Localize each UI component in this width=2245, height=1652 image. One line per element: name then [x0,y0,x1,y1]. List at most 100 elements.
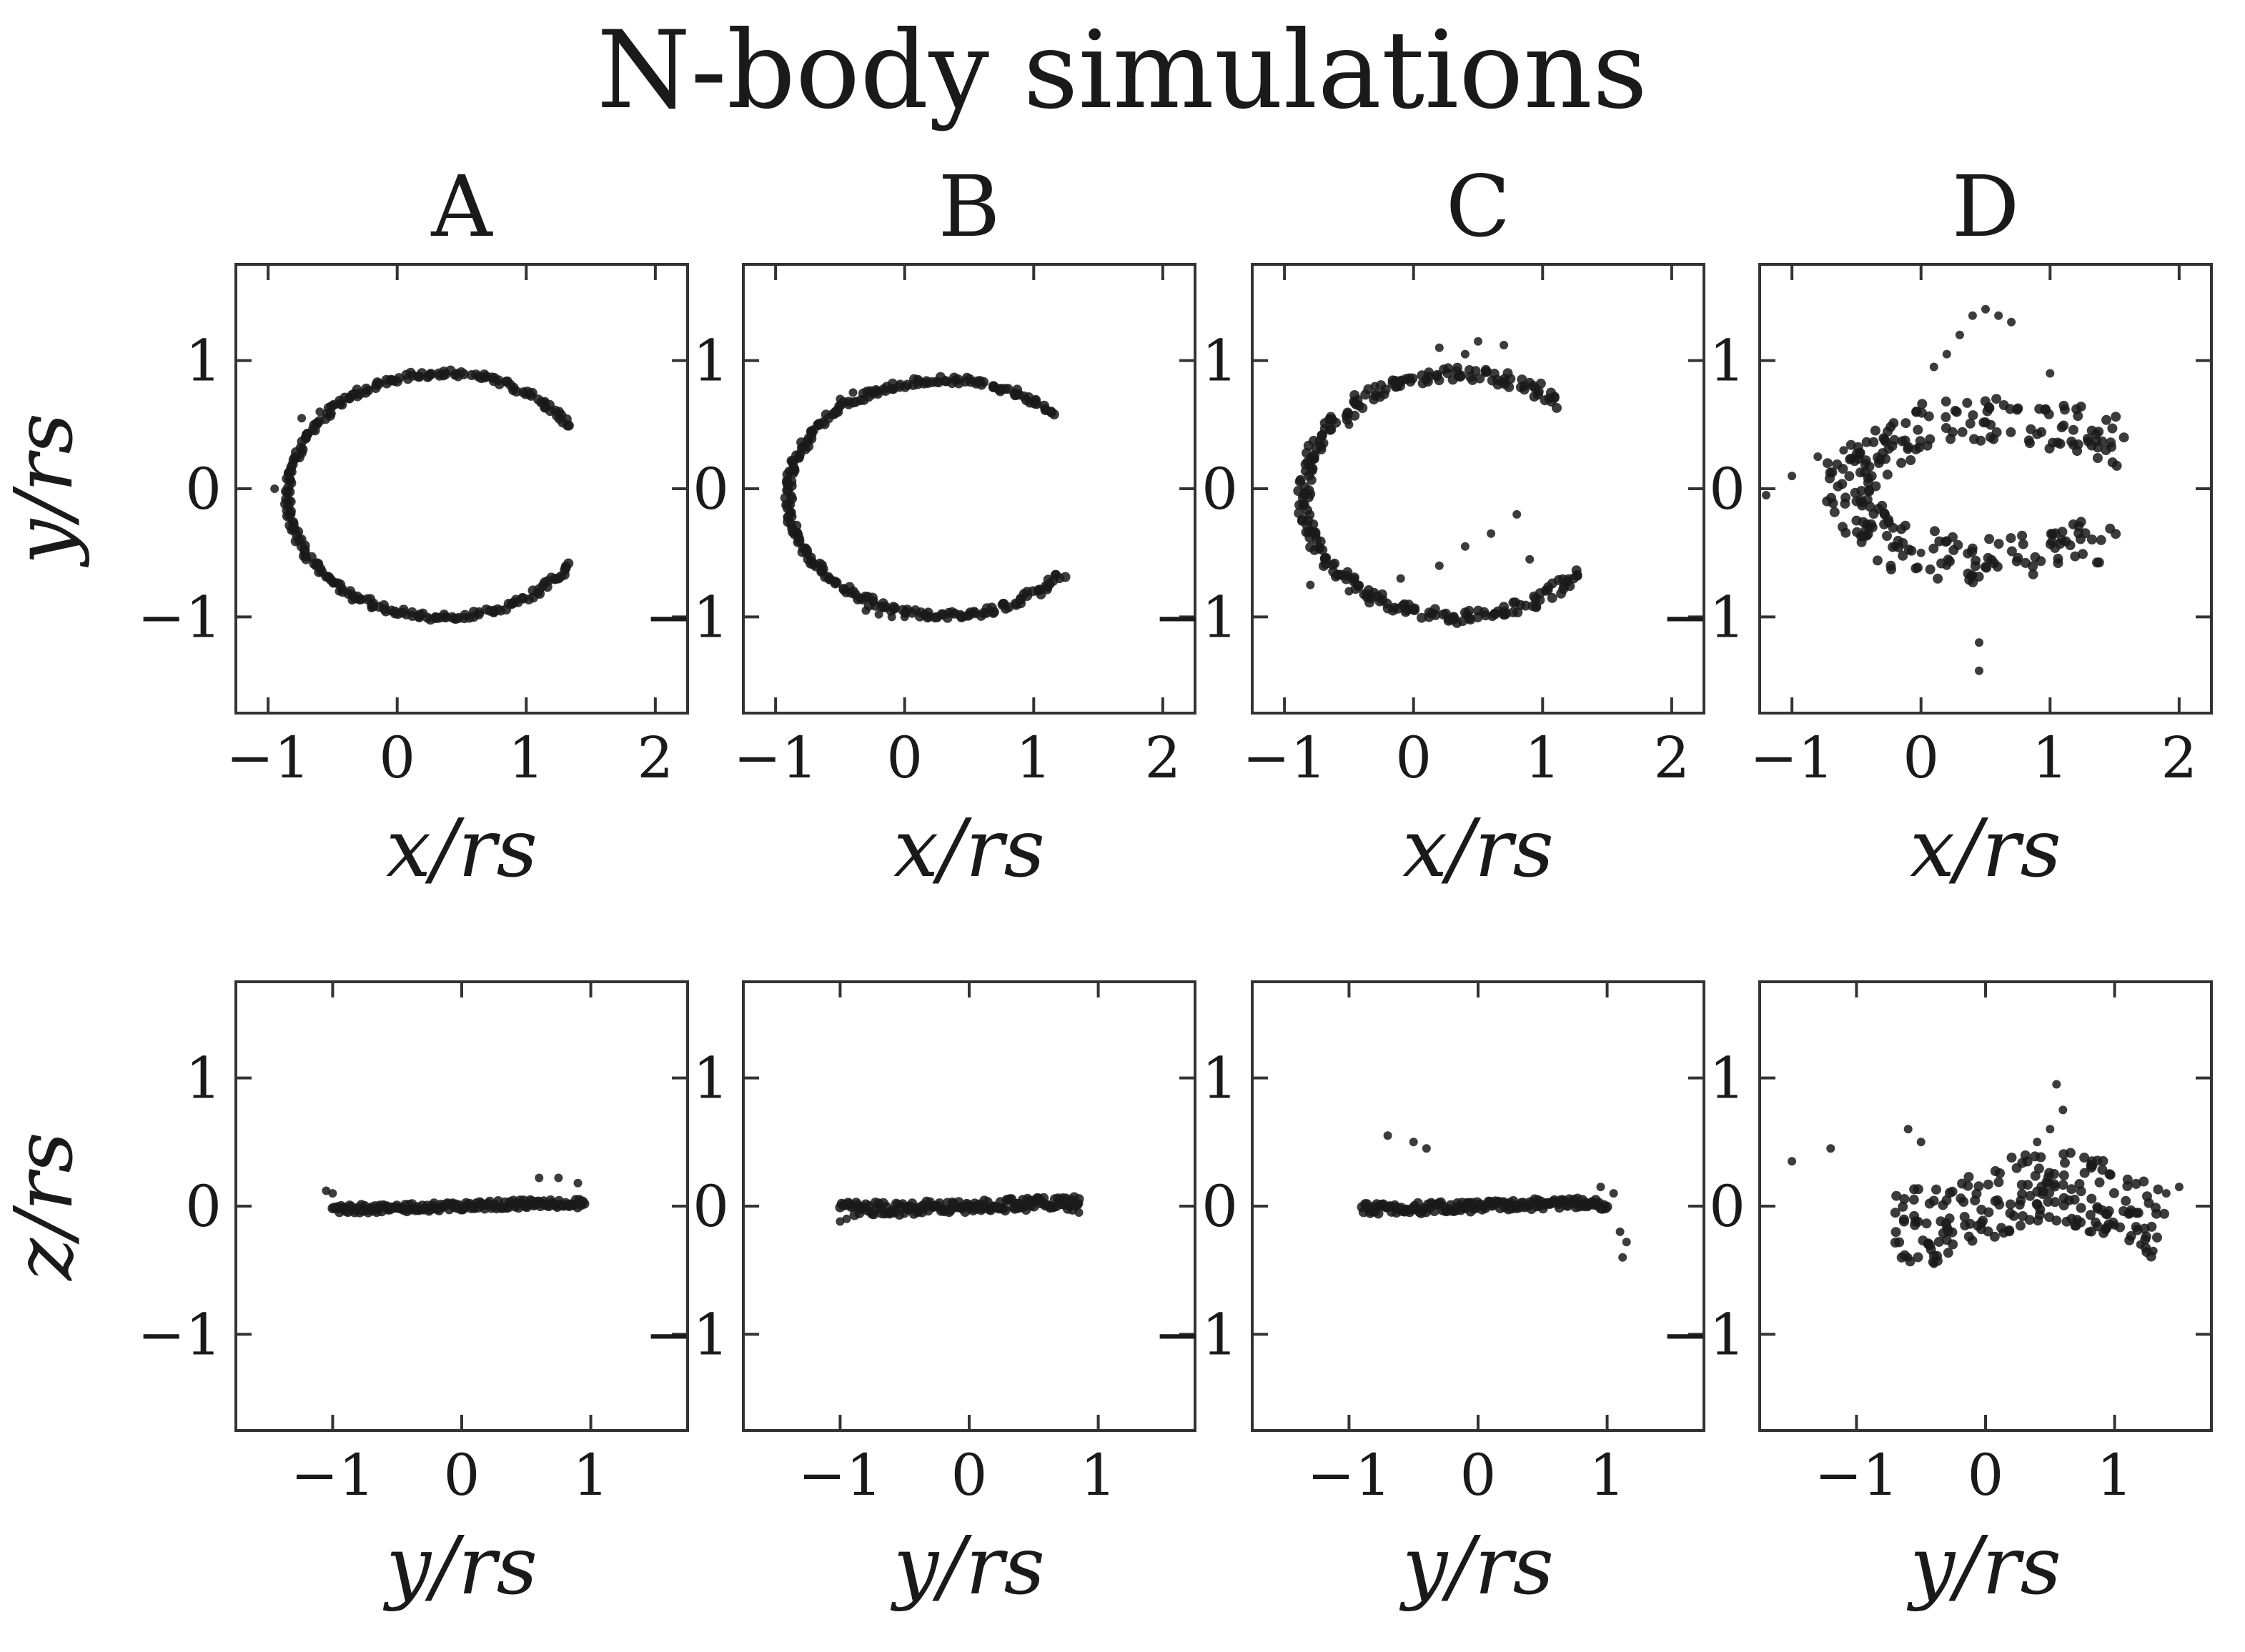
particle-point [2094,1177,2105,1188]
particle-point [2050,528,2061,539]
particle-point [1963,1180,1973,1191]
particle-point [1879,519,1890,529]
particle-point [2093,442,2103,453]
particle-point [2058,1193,2069,1203]
particle-point [2026,424,2036,434]
particle-point [1863,473,1873,484]
particle-point [2152,1232,2162,1243]
particle-point [2101,1223,2112,1233]
particle-point [2078,549,2088,559]
particle-point [2110,1220,2119,1230]
particle-point [1975,638,1983,647]
particle-point [1318,561,1329,571]
particle-point [1618,1253,1627,1262]
particle-point [1941,1218,1951,1229]
particle-point [1788,1157,1797,1166]
particle-point [1409,605,1420,615]
particle-point [2073,528,2084,539]
particle-point [1840,498,1850,509]
particle-point [2023,435,2034,446]
particle-point [1996,1223,2007,1233]
particle-point [1909,1210,1920,1221]
particle-point [1850,487,1860,498]
particle-point [1911,563,1921,574]
particle-point [1417,370,1427,381]
particle-point [1487,529,1496,538]
y-tick-label: 1 [185,1045,222,1112]
y-tick-label: 0 [1709,1173,1745,1240]
particle-point [1868,437,1879,447]
particle-point [1762,491,1770,499]
particle-point [1991,427,2002,437]
particle-point [2015,1220,2026,1231]
y-tick-label: 0 [185,456,222,522]
particle-point [1878,433,1889,444]
particle-point [1382,598,1392,609]
particle-point [1525,554,1535,564]
x-tick-label: 0 [1395,725,1432,791]
particle-point [909,374,919,384]
particle-point [830,578,841,589]
particle-point [1364,597,1374,608]
particle-point [1968,577,1978,587]
particle-point [328,401,337,410]
panel-title: B [938,157,1001,256]
particle-point [2144,1198,2154,1208]
particle-point [1942,561,1951,570]
x-tick-label: 1 [1589,1442,1625,1508]
particle-point [573,1178,583,1188]
particle-point [2017,530,2028,541]
particle-point [2046,369,2055,378]
y-tick-label: 0 [693,456,729,522]
particle-point [1913,424,1923,435]
y-tick-label: 1 [693,328,729,394]
particle-point [2036,1152,2046,1163]
particle-point [1369,394,1379,404]
particle-point [1934,536,1945,547]
particle-point [1512,509,1522,519]
panel-d-bottom: −1 0 1 −1 0 1 y/rs [1661,980,2213,1613]
particle-point [1905,455,1916,465]
particle-point [1916,1138,1926,1147]
particle-point [347,596,357,605]
particle-point [2033,1163,2044,1174]
y-tick-label: 0 [1201,456,1238,522]
particle-point [1890,1208,1900,1218]
y-tick-label: 1 [1709,1045,1745,1112]
particle-point [1984,534,1995,544]
particle-point [1941,412,1951,422]
particle-point [1896,457,1907,468]
particle-point [947,607,958,617]
particle-point [1383,1131,1392,1140]
particle-point [2111,412,2121,422]
particle-point [1427,608,1437,619]
particle-point [1564,574,1573,583]
particle-point [1460,349,1470,359]
particle-point [900,612,909,622]
particle-point [390,606,400,617]
particle-point [1992,562,2003,572]
particle-point [868,596,878,607]
particle-point [2076,402,2086,412]
particle-point [1899,1216,1909,1227]
particle-point [1460,542,1470,551]
particle-point [2051,1215,2062,1226]
particle-point [2083,436,2093,447]
x-tick-label: 0 [951,1442,988,1508]
particle-point [1890,1227,1901,1238]
particle-point [1480,367,1491,377]
particle-point [2004,1225,2014,1235]
panel-title: D [1952,157,2020,256]
particle-point [1520,600,1531,611]
particle-point [2068,424,2078,435]
particle-point [1916,548,1926,557]
particle-point [1921,1218,1932,1229]
y-axis-label: z/rs [0,1132,91,1282]
particle-point [1344,587,1354,596]
x-tick-label: 0 [1968,1442,2004,1508]
particle-point [1622,1238,1631,1247]
particle-point [2133,1208,2144,1218]
particle-point [1951,407,1962,417]
x-tick-label: 1 [573,1442,609,1508]
particle-point [1409,1138,1418,1147]
